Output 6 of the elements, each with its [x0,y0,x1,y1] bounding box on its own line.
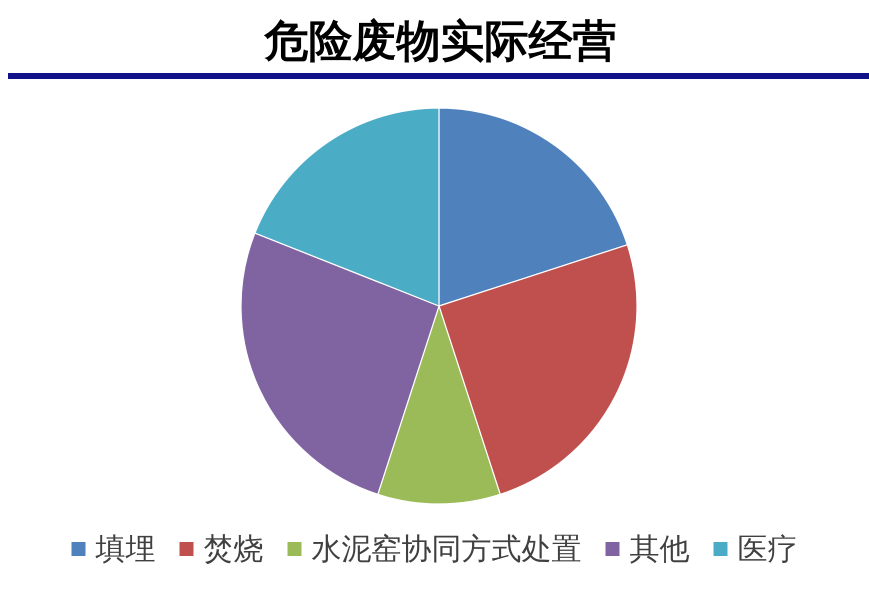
legend-label: 医疗 [738,533,798,566]
legend-label: 其他 [630,533,690,566]
chart-title: 危险废物实际经营 [264,16,616,67]
legend-label: 水泥窑协同方式处置 [312,533,582,566]
legend-label: 焚烧 [204,533,264,566]
legend-label: 填埋 [94,533,156,566]
